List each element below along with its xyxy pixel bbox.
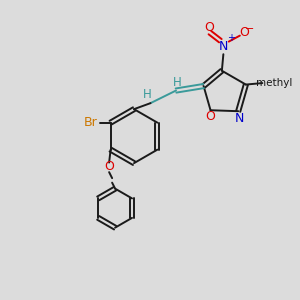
Text: +: + (227, 33, 235, 43)
Text: O: O (239, 26, 249, 38)
Text: −: − (245, 24, 254, 34)
Text: Br: Br (84, 116, 98, 129)
Text: methyl: methyl (256, 78, 292, 88)
Text: O: O (204, 21, 214, 34)
Text: H: H (142, 88, 151, 101)
Text: O: O (104, 160, 114, 172)
Text: H: H (173, 76, 182, 88)
Text: N: N (219, 40, 228, 53)
Text: N: N (235, 112, 244, 125)
Text: O: O (206, 110, 215, 123)
